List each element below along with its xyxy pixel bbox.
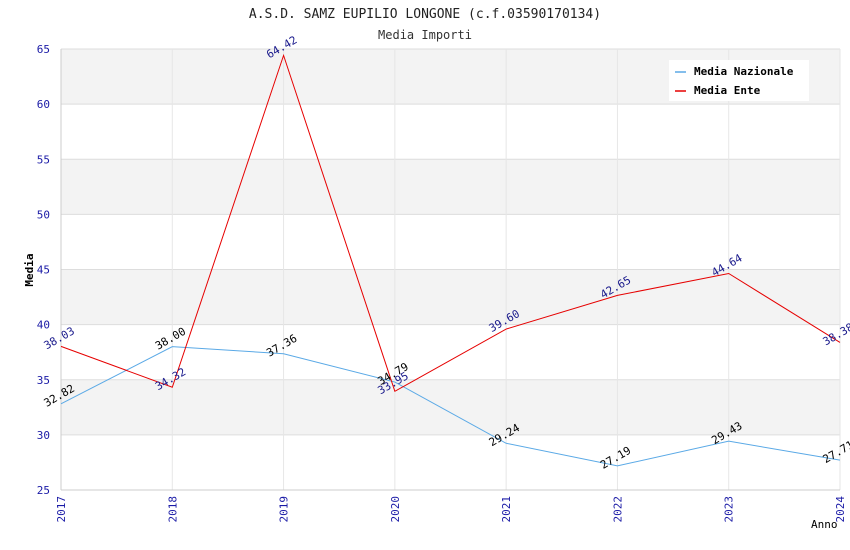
y-tick-label: 35 [37,374,50,387]
chart-subtitle: Media Importi [378,28,472,42]
legend: Media Nazionale Media Ente [669,60,809,101]
plot-band [61,104,840,160]
x-tick-label: 2020 [389,496,402,523]
x-tick-label: 2018 [166,496,179,523]
y-tick-label: 60 [37,98,50,111]
plot-bands [61,49,840,490]
plot-band [61,379,840,435]
y-tick-label: 25 [37,484,50,497]
series-lines [60,53,841,467]
x-tick-labels: 2017 2018 2019 2020 2021 2022 2023 2024 [55,496,847,523]
y-tick-labels: 25 30 35 40 45 50 55 60 65 [37,43,50,497]
x-tick-label: 2021 [500,496,513,523]
legend-box [669,60,809,101]
x-tick-label: 2024 [834,496,847,523]
plot-band [61,214,840,270]
legend-label-media-ente: Media Ente [694,84,761,97]
x-tick-label: 2023 [723,496,736,523]
y-tick-label: 45 [37,264,50,277]
series-line-media-ente [60,53,841,393]
y-tick-label: 30 [37,429,50,442]
x-tick-label: 2019 [278,496,291,523]
x-axis-label: Anno [811,518,838,531]
series-line-media-nazionale [60,346,841,467]
plot-band [61,324,840,380]
plot-band [61,269,840,325]
x-tick-label: 2017 [55,496,68,523]
y-tick-label: 50 [37,208,50,221]
y-tick-label: 65 [37,43,50,56]
y-tick-label: 55 [37,153,50,166]
x-tick-label: 2022 [611,496,624,523]
plot-band [61,434,840,490]
chart-title: A.S.D. SAMZ EUPILIO LONGONE (c.f.0359017… [249,7,601,22]
legend-label-media-nazionale: Media Nazionale [694,65,794,78]
y-tick-label: 40 [37,319,50,332]
y-axis-label: Media [23,253,36,286]
plot-band [61,159,840,215]
